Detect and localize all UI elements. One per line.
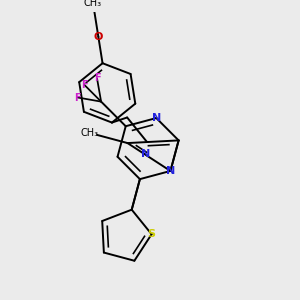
Text: F: F (74, 92, 81, 103)
Text: O: O (94, 32, 103, 42)
Text: F: F (94, 73, 100, 83)
Text: CH₃: CH₃ (84, 0, 102, 8)
Text: N: N (152, 113, 161, 123)
Text: N: N (141, 149, 151, 159)
Text: N: N (166, 166, 175, 176)
Text: S: S (148, 229, 156, 239)
Text: F: F (81, 80, 88, 90)
Text: CH₃: CH₃ (80, 128, 99, 138)
